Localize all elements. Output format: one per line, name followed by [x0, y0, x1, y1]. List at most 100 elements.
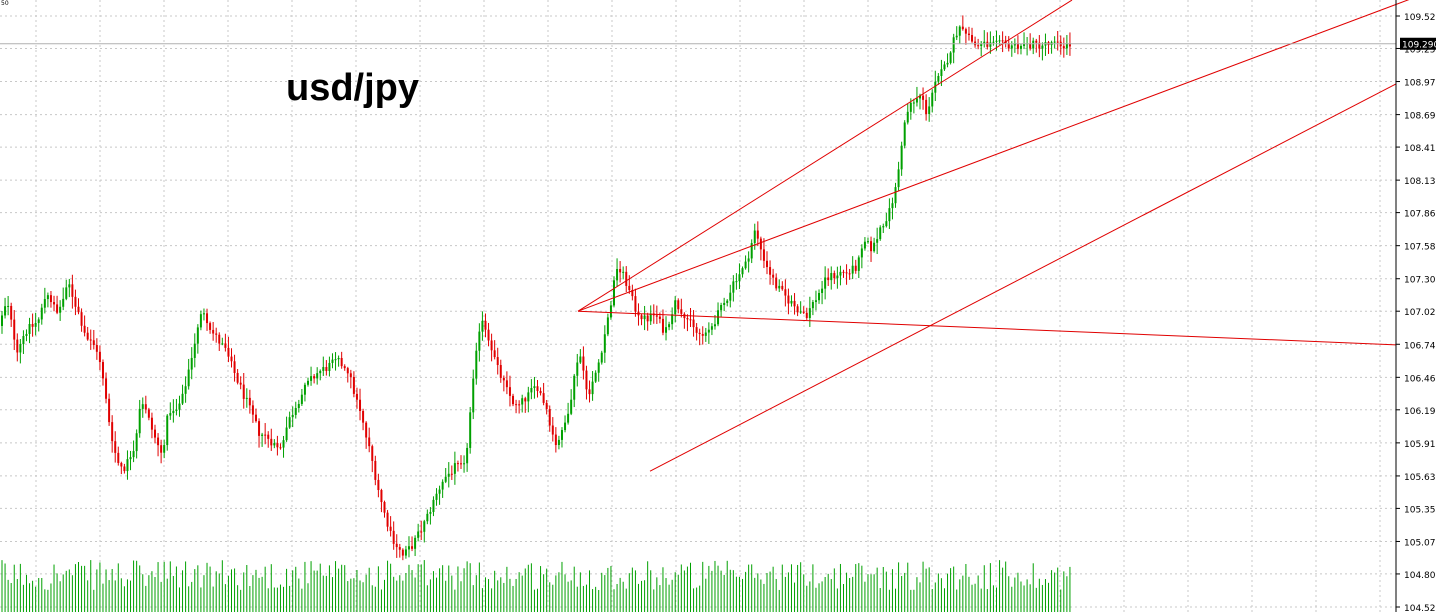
candle-body	[591, 381, 594, 395]
candle-body	[515, 404, 518, 406]
axis-tick-label: 104.800	[1404, 571, 1436, 581]
candle-body	[686, 318, 689, 320]
candle-body	[1065, 43, 1068, 49]
candle-body	[606, 317, 609, 335]
candle-body	[946, 62, 949, 65]
candle-body	[233, 361, 236, 373]
candle-body	[117, 452, 120, 463]
candle-body	[209, 323, 212, 330]
candle-body	[227, 347, 230, 357]
candle-body	[374, 460, 377, 480]
candle-body	[276, 443, 279, 448]
candle-body	[560, 430, 563, 440]
candle-body	[692, 319, 695, 328]
candle-body	[505, 380, 508, 388]
candle-body	[322, 367, 325, 371]
candle-body	[1029, 43, 1032, 49]
candle-body	[254, 414, 257, 422]
candle-body	[407, 546, 410, 550]
candle-body	[539, 391, 542, 394]
candle-body	[668, 324, 671, 328]
candle-body	[756, 230, 759, 239]
candle-body	[870, 241, 873, 252]
axis-tick-label: 107.580	[1404, 243, 1436, 253]
candle-body	[37, 319, 40, 323]
candle-body	[169, 413, 172, 416]
candle-body	[701, 334, 704, 336]
candle-body	[1053, 41, 1056, 43]
candle-body	[753, 230, 756, 244]
candle-body	[417, 531, 420, 538]
candle-body	[882, 226, 885, 228]
candle-body	[1001, 40, 1004, 42]
candle-body	[603, 334, 606, 353]
candle-body	[395, 543, 398, 548]
candle-body	[814, 300, 817, 303]
grid	[0, 0, 1396, 612]
candle-body	[365, 422, 368, 438]
candle-body	[961, 26, 964, 30]
candle-body	[343, 366, 346, 369]
candle-body	[658, 316, 661, 319]
candle-body	[206, 313, 209, 324]
candle-body	[833, 273, 836, 279]
candle-body	[955, 35, 958, 38]
candle-body	[108, 398, 111, 423]
candle-body	[805, 312, 808, 318]
candle-body	[787, 295, 790, 304]
axis-tick-label: 108.690	[1404, 112, 1436, 122]
candle-body	[842, 271, 845, 273]
axis-tick-label: 105.910	[1404, 440, 1436, 450]
candle-body	[150, 417, 153, 430]
candle-body	[426, 513, 429, 522]
candle-body	[101, 362, 104, 379]
axis-tick-label: 105.355	[1404, 505, 1436, 515]
candle-body	[573, 375, 576, 400]
candle-body	[190, 357, 193, 370]
candle-body	[282, 440, 285, 448]
candle-body	[49, 295, 52, 303]
candle-body	[1023, 43, 1026, 46]
current-price-marker	[1400, 37, 1436, 50]
candle-body	[328, 362, 331, 372]
candle-body	[362, 410, 365, 423]
candle-body	[68, 284, 71, 288]
candle-body	[912, 102, 915, 104]
axis-tick-label: 108.135	[1404, 177, 1436, 187]
candle-body	[689, 319, 692, 321]
candle-body	[1016, 43, 1019, 49]
candle-body	[450, 473, 453, 475]
candle-body	[625, 271, 628, 286]
candle-body	[447, 473, 450, 477]
candle-body	[331, 359, 334, 363]
axis-tick-label: 107.025	[1404, 308, 1436, 318]
candle-body	[567, 413, 570, 423]
candle-body	[444, 476, 447, 482]
candle-body	[873, 242, 876, 252]
candle-body	[4, 306, 7, 316]
axis-tick-label: 108.415	[1404, 144, 1436, 154]
candle-body	[1007, 43, 1010, 49]
candle-body	[729, 292, 732, 301]
candle-body	[851, 265, 854, 274]
candle-body	[928, 106, 931, 115]
candle-body	[940, 69, 943, 76]
candle-body	[438, 489, 441, 494]
candle-body	[713, 324, 716, 327]
candle-body	[463, 463, 466, 465]
candle-body	[218, 334, 221, 344]
candle-body	[157, 437, 160, 446]
axis-tick-label: 104.520	[1404, 604, 1436, 612]
candle-body	[199, 314, 202, 328]
candle-body	[594, 372, 597, 382]
candle-body	[429, 511, 432, 514]
candle-body	[769, 267, 772, 275]
candle-body	[527, 392, 530, 402]
candle-body	[665, 327, 668, 333]
candle-body	[977, 45, 980, 47]
candle-body	[435, 493, 438, 500]
candle-body	[423, 521, 426, 532]
axis-tick-label: 109.250	[1404, 45, 1436, 55]
candle-body	[40, 307, 43, 320]
candle-body	[95, 345, 98, 352]
